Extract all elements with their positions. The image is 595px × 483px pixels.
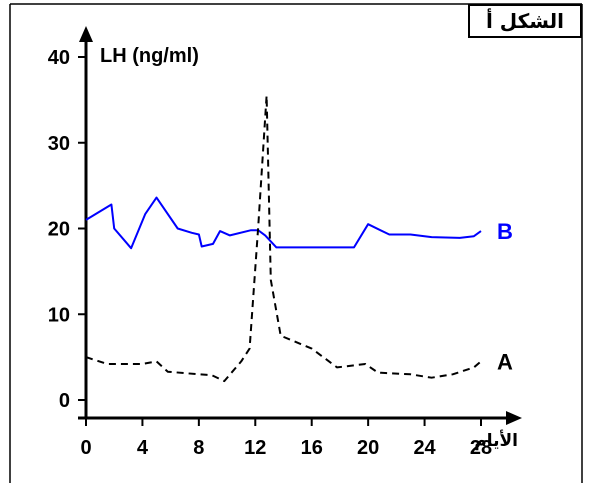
x-tick-label-28: 28 [470,437,492,459]
y-axis-title: LH (ng/ml) [100,45,199,67]
y-tick-label-30: 30 [48,133,70,155]
x-tick-label-8: 8 [193,437,204,459]
y-tick-label-40: 40 [48,47,70,69]
y-tick-label-10: 10 [48,304,70,326]
series-label-A: A [497,349,513,374]
y-tick-label-20: 20 [48,219,70,241]
y-tick-label-0: 0 [59,390,70,412]
y-axis-arrow [79,26,93,42]
x-axis-arrow [506,411,522,425]
x-axis-title: الأيام [474,430,518,451]
series-line-B [85,196,482,250]
x-tick-label-0: 0 [80,437,91,459]
x-tick-label-16: 16 [301,437,323,459]
series-line-A [85,94,482,383]
x-tick-label-24: 24 [413,437,436,459]
series-label-B: B [497,219,513,244]
x-tick-label-4: 4 [137,437,149,459]
figure-title-box: الشكل أ [468,4,582,38]
x-tick-label-20: 20 [357,437,379,459]
figure-title: الشكل أ [485,9,565,33]
x-tick-label-12: 12 [244,437,266,459]
